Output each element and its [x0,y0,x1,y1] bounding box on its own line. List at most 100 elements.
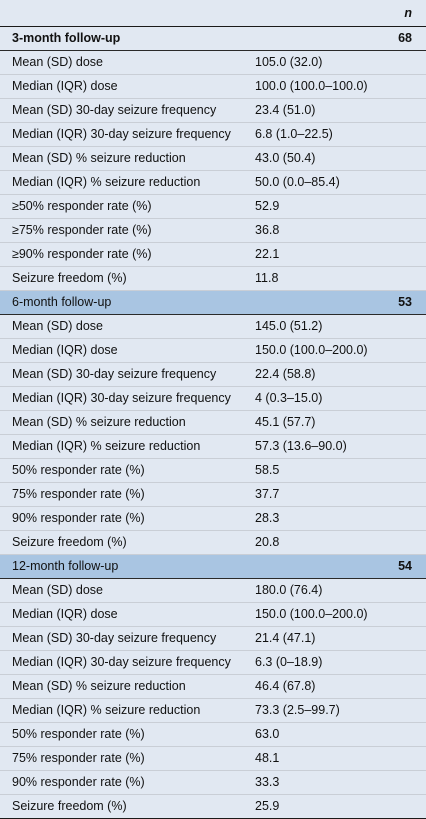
table-row: Mean (SD) 30-day seizure frequency 22.4 (… [0,362,426,387]
row-label: Median (IQR) 30-day seizure frequency [0,122,236,147]
table-row: Mean (SD) 30-day seizure frequency 21.4 (… [0,626,426,651]
table-row: 90% responder rate (%) 33.3 [0,770,426,795]
table-row: 75% responder rate (%) 48.1 [0,746,426,771]
table-row: Median (IQR) dose 150.0 (100.0–200.0) [0,338,426,363]
row-value: 100.0 (100.0–100.0) [236,74,426,99]
row-label: Median (IQR) 30-day seizure frequency [0,650,236,675]
table-row: Seizure freedom (%) 11.8 [0,266,426,291]
table-row: Median (IQR) 30-day seizure frequency 6.8… [0,122,426,147]
table-row: Mean (SD) dose 180.0 (76.4) [0,578,426,603]
row-value: 52.9 [236,194,426,219]
row-value: 57.3 (13.6–90.0) [236,434,426,459]
row-value: 46.4 (67.8) [236,674,426,699]
table-row: Mean (SD) dose 145.0 (51.2) [0,314,426,339]
row-label: Median (IQR) dose [0,74,236,99]
row-value: 21.4 (47.1) [236,626,426,651]
table-row: Median (IQR) dose 150.0 (100.0–200.0) [0,602,426,627]
row-label: ≥75% responder rate (%) [0,218,236,243]
row-label: Mean (SD) 30-day seizure frequency [0,98,236,123]
row-value: 63.0 [236,722,426,747]
row-label: Mean (SD) dose [0,314,236,339]
table-row: ≥90% responder rate (%) 22.1 [0,242,426,267]
row-value: 36.8 [236,218,426,243]
row-label: Median (IQR) 30-day seizure frequency [0,386,236,411]
table-row: Median (IQR) 30-day seizure frequency 6.3… [0,650,426,675]
table-row: Mean (SD) 30-day seizure frequency 23.4 (… [0,98,426,123]
row-label: Seizure freedom (%) [0,530,236,555]
table-row: 75% responder rate (%) 37.7 [0,482,426,507]
row-label: 90% responder rate (%) [0,506,236,531]
row-value: 6.3 (0–18.9) [236,650,426,675]
row-label: 75% responder rate (%) [0,482,236,507]
row-value: 4 (0.3–15.0) [236,386,426,411]
row-value: 6.8 (1.0–22.5) [236,122,426,147]
row-label: Mean (SD) 30-day seizure frequency [0,626,236,651]
row-value: 180.0 (76.4) [236,578,426,603]
row-label: Mean (SD) % seizure reduction [0,674,236,699]
row-label: Median (IQR) dose [0,338,236,363]
row-value: 23.4 (51.0) [236,98,426,123]
row-label: Seizure freedom (%) [0,794,236,819]
table-row: 90% responder rate (%) 28.3 [0,506,426,531]
table-row: Median (IQR) 30-day seizure frequency 4 (… [0,386,426,411]
table-row: Seizure freedom (%) 25.9 [0,794,426,819]
table-row: ≥75% responder rate (%) 36.8 [0,218,426,243]
section-n: 54 [236,554,426,579]
section-n: 53 [236,290,426,315]
table-row: Mean (SD) % seizure reduction 45.1 (57.7) [0,410,426,435]
row-value: 33.3 [236,770,426,795]
section-header-row: 6-month follow-up 53 [0,290,426,315]
header-n-cell: n [236,0,426,27]
row-label: 50% responder rate (%) [0,458,236,483]
row-value: 25.9 [236,794,426,819]
section-title: 12-month follow-up [0,554,236,579]
table-row: Mean (SD) % seizure reduction 46.4 (67.8) [0,674,426,699]
table-row: Median (IQR) dose 100.0 (100.0–100.0) [0,74,426,99]
table-row: Median (IQR) % seizure reduction 50.0 (0.… [0,170,426,195]
table-row: Median (IQR) % seizure reduction 73.3 (2.… [0,698,426,723]
row-value: 150.0 (100.0–200.0) [236,338,426,363]
table-row: Median (IQR) % seizure reduction 57.3 (13… [0,434,426,459]
table-row: ≥50% responder rate (%) 52.9 [0,194,426,219]
row-label: Median (IQR) % seizure reduction [0,170,236,195]
row-value: 20.8 [236,530,426,555]
table-row: 50% responder rate (%) 58.5 [0,458,426,483]
row-value: 50.0 (0.0–85.4) [236,170,426,195]
section-title: 6-month follow-up [0,290,236,315]
table-header-row: n [0,0,426,27]
row-label: Mean (SD) % seizure reduction [0,410,236,435]
row-label: Mean (SD) dose [0,50,236,75]
row-value: 43.0 (50.4) [236,146,426,171]
row-label: Mean (SD) dose [0,578,236,603]
section-header-row: 3-month follow-up 68 [0,26,426,51]
row-label: Mean (SD) 30-day seizure frequency [0,362,236,387]
row-value: 105.0 (32.0) [236,50,426,75]
section-n: 68 [236,26,426,51]
row-label: Median (IQR) % seizure reduction [0,698,236,723]
row-value: 45.1 (57.7) [236,410,426,435]
row-value: 22.4 (58.8) [236,362,426,387]
row-value: 28.3 [236,506,426,531]
row-label: ≥50% responder rate (%) [0,194,236,219]
table-row: Mean (SD) dose 105.0 (32.0) [0,50,426,75]
row-value: 58.5 [236,458,426,483]
row-label: 75% responder rate (%) [0,746,236,771]
row-value: 37.7 [236,482,426,507]
table-row: 50% responder rate (%) 63.0 [0,722,426,747]
header-label-cell [0,0,236,27]
row-value: 150.0 (100.0–200.0) [236,602,426,627]
row-label: Seizure freedom (%) [0,266,236,291]
section-header-row: 12-month follow-up 54 [0,554,426,579]
row-label: Mean (SD) % seizure reduction [0,146,236,171]
row-value: 11.8 [236,266,426,291]
row-value: 48.1 [236,746,426,771]
row-value: 22.1 [236,242,426,267]
row-label: ≥90% responder rate (%) [0,242,236,267]
table-row: Mean (SD) % seizure reduction 43.0 (50.4) [0,146,426,171]
row-value: 145.0 (51.2) [236,314,426,339]
row-value: 73.3 (2.5–99.7) [236,698,426,723]
row-label: 90% responder rate (%) [0,770,236,795]
row-label: Median (IQR) % seizure reduction [0,434,236,459]
